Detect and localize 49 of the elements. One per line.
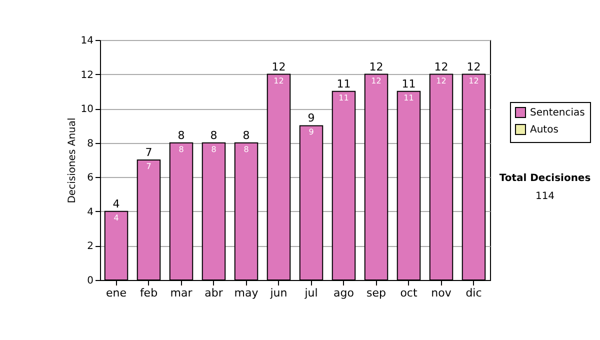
x-tick-label: mar [170, 286, 193, 300]
x-tick-label: may [234, 286, 259, 300]
total-label: 7 [145, 146, 152, 159]
data-label: 8 [244, 144, 249, 154]
total-label: 12 [466, 60, 481, 74]
total-label: 11 [402, 77, 416, 90]
x-tick-label: abr [204, 286, 224, 300]
x-tick-label: dic [466, 286, 482, 300]
total-label: 12 [272, 60, 286, 74]
data-label: 12 [468, 76, 479, 86]
y-axis-title: Decisiones Anual [66, 118, 78, 204]
total-label: 11 [336, 77, 351, 90]
data-label: 7 [146, 162, 152, 171]
x-tick-label: sep [366, 286, 386, 300]
data-label: 11 [338, 93, 349, 102]
y-tick-label: 10 [80, 104, 94, 116]
data-label: 11 [404, 93, 414, 102]
data-label: 8 [178, 144, 184, 154]
x-tick-label: nov [431, 286, 452, 300]
total-label: 8 [242, 128, 250, 142]
legend-label: Sentencias [530, 108, 585, 118]
y-tick-label: 2 [87, 241, 94, 252]
legend-label: Autos [530, 124, 558, 136]
total-label: 12 [369, 60, 384, 74]
data-label: 12 [371, 76, 382, 86]
x-tick-label: ago [334, 286, 354, 300]
text: Total Decisiones [499, 173, 591, 184]
x-tick-label: ene [106, 286, 127, 300]
total-label: 4 [112, 197, 120, 210]
data-label: 4 [114, 213, 119, 222]
y-tick-label: 4 [87, 206, 94, 218]
y-tick-label: 8 [87, 138, 94, 150]
x-tick-label: feb [140, 286, 158, 300]
data-label: 12 [436, 76, 446, 86]
y-tick-label: 12 [80, 70, 94, 81]
total-label: 12 [434, 60, 448, 74]
x-tick-label: oct [400, 286, 418, 300]
total-label: 8 [210, 128, 218, 142]
total-label: 9 [308, 112, 315, 125]
x-tick-label: jul [304, 286, 318, 300]
y-tick-label: 0 [87, 276, 94, 286]
total-label: 8 [178, 128, 185, 142]
y-tick-label: 6 [87, 172, 94, 184]
data-label: 8 [211, 144, 216, 154]
data-label: 9 [308, 128, 314, 137]
x-tick-label: jun [269, 286, 288, 300]
data-label: 12 [274, 76, 284, 86]
text: 114 [535, 191, 555, 202]
y-tick-label: 14 [80, 36, 94, 46]
